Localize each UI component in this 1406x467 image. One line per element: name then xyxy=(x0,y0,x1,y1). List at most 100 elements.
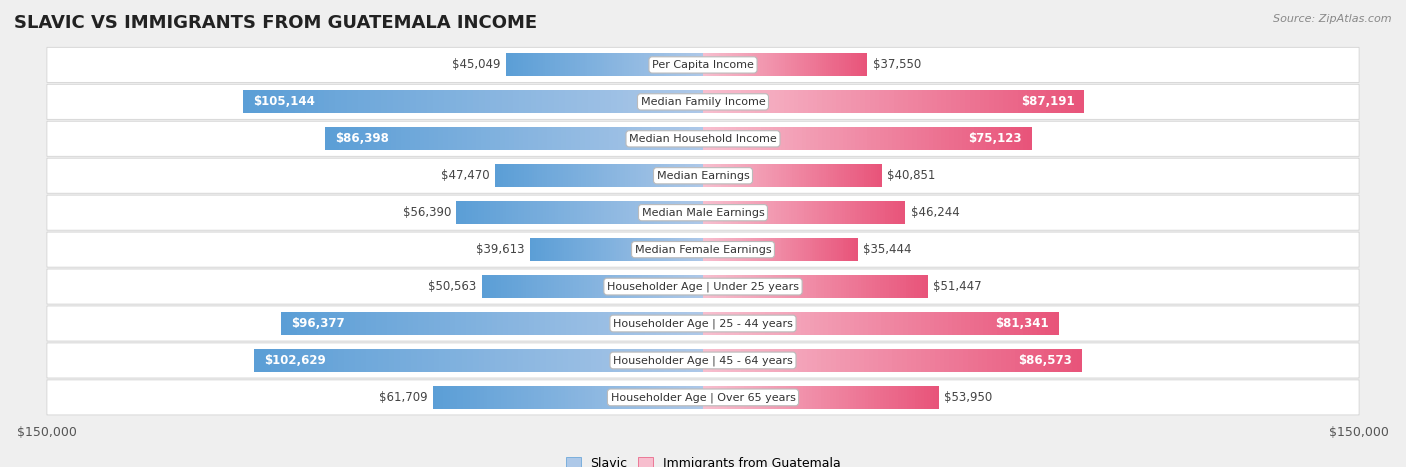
Bar xyxy=(486,201,491,224)
Bar xyxy=(1049,349,1053,372)
Bar xyxy=(734,275,737,298)
Bar xyxy=(880,164,882,187)
Bar xyxy=(870,164,873,187)
Bar xyxy=(863,54,865,77)
Bar xyxy=(695,164,697,187)
Bar xyxy=(994,127,998,150)
Bar xyxy=(555,238,558,261)
Bar xyxy=(1001,312,1005,335)
Bar xyxy=(931,349,935,372)
Bar xyxy=(530,238,531,261)
Bar xyxy=(647,349,652,372)
Bar xyxy=(562,164,565,187)
Bar xyxy=(761,127,765,150)
Bar xyxy=(609,127,613,150)
Bar xyxy=(748,275,751,298)
Text: $102,629: $102,629 xyxy=(264,354,326,367)
Bar xyxy=(589,54,592,77)
Bar xyxy=(735,201,738,224)
Bar xyxy=(823,312,828,335)
Bar xyxy=(893,201,896,224)
Bar xyxy=(501,386,503,409)
Bar xyxy=(744,54,747,77)
Bar xyxy=(810,275,813,298)
Bar xyxy=(837,201,839,224)
Bar xyxy=(901,386,904,409)
Bar xyxy=(579,275,581,298)
Bar xyxy=(755,238,758,261)
Bar xyxy=(689,127,693,150)
Bar xyxy=(453,386,457,409)
Bar xyxy=(765,238,766,261)
Bar xyxy=(666,201,669,224)
Text: Source: ZipAtlas.com: Source: ZipAtlas.com xyxy=(1274,14,1392,24)
Bar xyxy=(845,54,846,77)
Bar xyxy=(776,238,779,261)
Bar xyxy=(720,238,723,261)
Bar xyxy=(509,164,510,187)
Bar xyxy=(344,349,350,372)
Bar xyxy=(657,201,659,224)
Bar xyxy=(679,127,685,150)
Bar xyxy=(863,164,866,187)
Bar xyxy=(770,54,773,77)
Bar xyxy=(671,238,672,261)
Bar xyxy=(894,91,898,113)
Bar xyxy=(779,164,782,187)
Bar xyxy=(494,386,498,409)
Bar xyxy=(765,275,768,298)
Bar xyxy=(651,238,654,261)
Bar xyxy=(638,201,641,224)
Bar xyxy=(830,201,832,224)
Bar xyxy=(617,275,620,298)
Bar xyxy=(344,312,350,335)
Bar xyxy=(661,312,666,335)
Bar xyxy=(249,91,254,113)
Bar xyxy=(800,238,801,261)
Bar xyxy=(699,127,703,150)
Bar xyxy=(752,127,756,150)
Bar xyxy=(429,127,433,150)
Bar xyxy=(728,238,730,261)
Bar xyxy=(801,238,804,261)
Bar xyxy=(433,91,439,113)
Bar xyxy=(748,238,749,261)
Bar xyxy=(551,238,554,261)
Bar xyxy=(917,127,921,150)
Bar xyxy=(960,91,965,113)
Bar xyxy=(1080,91,1084,113)
Bar xyxy=(575,54,578,77)
Bar xyxy=(522,164,524,187)
Bar xyxy=(603,312,609,335)
Bar xyxy=(738,164,741,187)
Bar xyxy=(353,91,359,113)
Bar xyxy=(659,164,661,187)
Bar xyxy=(880,386,883,409)
Bar xyxy=(673,54,676,77)
Bar xyxy=(547,127,551,150)
Bar xyxy=(707,91,713,113)
Bar xyxy=(901,349,907,372)
Bar xyxy=(838,54,841,77)
Bar xyxy=(738,238,740,261)
Bar xyxy=(506,54,509,77)
Bar xyxy=(613,201,617,224)
Bar xyxy=(889,275,891,298)
Bar xyxy=(929,312,934,335)
Bar xyxy=(858,54,859,77)
Bar xyxy=(499,201,502,224)
Bar xyxy=(1052,91,1056,113)
Bar xyxy=(683,54,686,77)
Bar xyxy=(634,312,640,335)
Bar xyxy=(697,312,703,335)
Bar xyxy=(880,201,883,224)
Bar xyxy=(723,164,725,187)
Bar xyxy=(742,312,748,335)
Bar xyxy=(512,349,517,372)
Bar xyxy=(627,54,628,77)
Bar xyxy=(921,386,924,409)
Bar xyxy=(529,127,533,150)
Bar xyxy=(658,238,659,261)
Bar xyxy=(925,275,928,298)
Bar xyxy=(873,164,875,187)
